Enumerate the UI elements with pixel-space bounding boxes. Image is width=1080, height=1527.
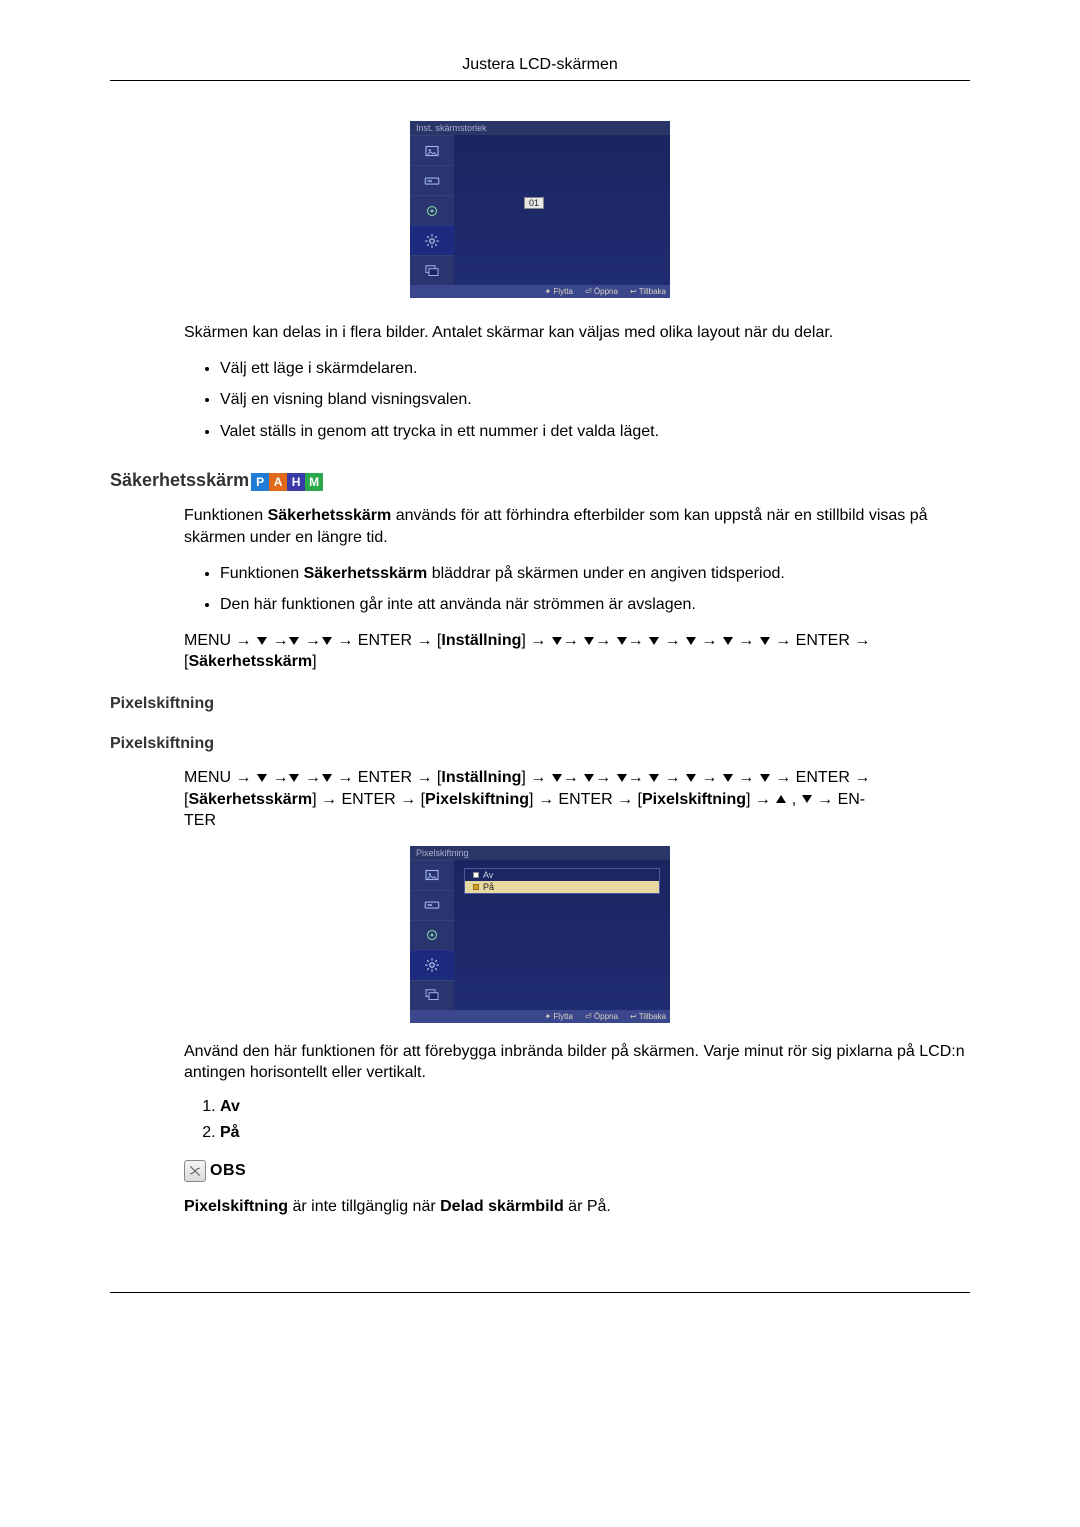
osd1-sidebar xyxy=(410,135,454,285)
top-rule xyxy=(110,80,970,81)
down-arrow-icon xyxy=(686,774,696,782)
intro-bullet: Valet ställs in genom att trycka in ett … xyxy=(220,421,970,443)
osd2-options: Av På xyxy=(464,868,660,894)
heading-pixelskiftning-2: Pixelskiftning xyxy=(110,735,970,753)
obs-heading: OBS xyxy=(184,1160,970,1182)
down-arrow-icon xyxy=(257,637,267,645)
down-arrow-icon xyxy=(289,637,299,645)
osd-screenshot-1: Inst. skärmstorlek 01 ✦ Flytta ⏎ Öppna ↩… xyxy=(110,121,970,298)
multi-icon xyxy=(423,262,441,280)
down-arrow-icon xyxy=(552,774,562,782)
down-arrow-icon xyxy=(649,774,659,782)
down-arrow-icon xyxy=(322,637,332,645)
osd1-title: Inst. skärmstorlek xyxy=(410,121,670,135)
sec1-bullets: Funktionen Säkerhetsskärm bläddrar på sk… xyxy=(220,563,970,616)
picture-icon xyxy=(423,866,441,884)
input-icon xyxy=(423,896,441,914)
osd2-footer: ✦ Flytta ⏎ Öppna ↩ Tillbaka xyxy=(410,1010,670,1023)
osd1-open: ⏎ Öppna xyxy=(585,287,618,296)
osd2-open: ⏎ Öppna xyxy=(585,1012,618,1021)
heading-pixelskiftning-1: Pixelskiftning xyxy=(110,695,970,713)
after-osd2-para: Använd den här funktionen för att föreby… xyxy=(184,1041,970,1084)
sec1-bullet: Funktionen Säkerhetsskärm bläddrar på sk… xyxy=(220,563,970,585)
badge-a-icon: A xyxy=(269,473,287,491)
down-arrow-icon xyxy=(617,637,627,645)
intro-bullet: Välj en visning bland visningsvalen. xyxy=(220,389,970,411)
osd1-main: 01 xyxy=(454,135,670,285)
up-arrow-icon xyxy=(776,795,786,803)
osd2-move: ✦ Flytta xyxy=(544,1012,573,1021)
after-osd2-list: Av På xyxy=(220,1098,970,1142)
down-arrow-icon xyxy=(289,774,299,782)
input-icon xyxy=(423,172,441,190)
osd2-title: Pixelskiftning xyxy=(410,846,670,860)
sec2-nav: MENU → → → → ENTER → [Inställning] → → →… xyxy=(184,767,970,832)
down-arrow-icon xyxy=(552,637,562,645)
multi-icon xyxy=(423,986,441,1004)
badge-m-icon: M xyxy=(305,473,323,491)
osd2-opt-off: Av xyxy=(465,869,659,881)
osd2-sidebar xyxy=(410,860,454,1010)
osd2-back: ↩ Tillbaka xyxy=(630,1012,666,1021)
osd2-main: Av På xyxy=(454,860,670,1010)
osd1-move: ✦ Flytta xyxy=(544,287,573,296)
down-arrow-icon xyxy=(723,774,733,782)
sec1-para: Funktionen Säkerhetsskärm används för at… xyxy=(184,505,970,548)
gear-icon xyxy=(423,232,441,250)
badge-h-icon: H xyxy=(287,473,305,491)
sec1-nav: MENU → → → → ENTER → [Inställning] → → →… xyxy=(184,630,970,673)
note-para: Pixelskiftning är inte tillgänglig när D… xyxy=(184,1196,970,1218)
bottom-rule xyxy=(110,1292,970,1293)
note-icon xyxy=(184,1160,206,1182)
intro-bullet: Välj ett läge i skärmdelaren. xyxy=(220,358,970,380)
osd2-opt-on: På xyxy=(465,881,659,893)
down-arrow-icon xyxy=(584,774,594,782)
heading-sakerhetsskarm: SäkerhetsskärmPAHM xyxy=(110,470,970,491)
down-arrow-icon xyxy=(802,795,812,803)
down-arrow-icon xyxy=(257,774,267,782)
sec1-bullet: Den här funktionen går inte att använda … xyxy=(220,594,970,616)
down-arrow-icon xyxy=(649,637,659,645)
page-header: Justera LCD-skärmen xyxy=(110,56,970,74)
down-arrow-icon xyxy=(760,637,770,645)
osd1-badge: 01 xyxy=(524,197,544,209)
badge-p-icon: P xyxy=(251,473,269,491)
mode-badges: PAHM xyxy=(251,473,323,491)
down-arrow-icon xyxy=(584,637,594,645)
circle-icon xyxy=(423,926,441,944)
osd1-back: ↩ Tillbaka xyxy=(630,287,666,296)
intro-bullets: Välj ett läge i skärmdelaren. Välj en vi… xyxy=(220,358,970,443)
down-arrow-icon xyxy=(617,774,627,782)
picture-icon xyxy=(423,142,441,160)
circle-icon xyxy=(423,202,441,220)
down-arrow-icon xyxy=(322,774,332,782)
list-item: På xyxy=(220,1124,970,1142)
down-arrow-icon xyxy=(723,637,733,645)
list-item: Av xyxy=(220,1098,970,1116)
osd-screenshot-2: Pixelskiftning Av På xyxy=(110,846,970,1023)
gear-icon xyxy=(423,956,441,974)
osd1-footer: ✦ Flytta ⏎ Öppna ↩ Tillbaka xyxy=(410,285,670,298)
down-arrow-icon xyxy=(760,774,770,782)
intro-para: Skärmen kan delas in i flera bilder. Ant… xyxy=(184,322,970,344)
down-arrow-icon xyxy=(686,637,696,645)
